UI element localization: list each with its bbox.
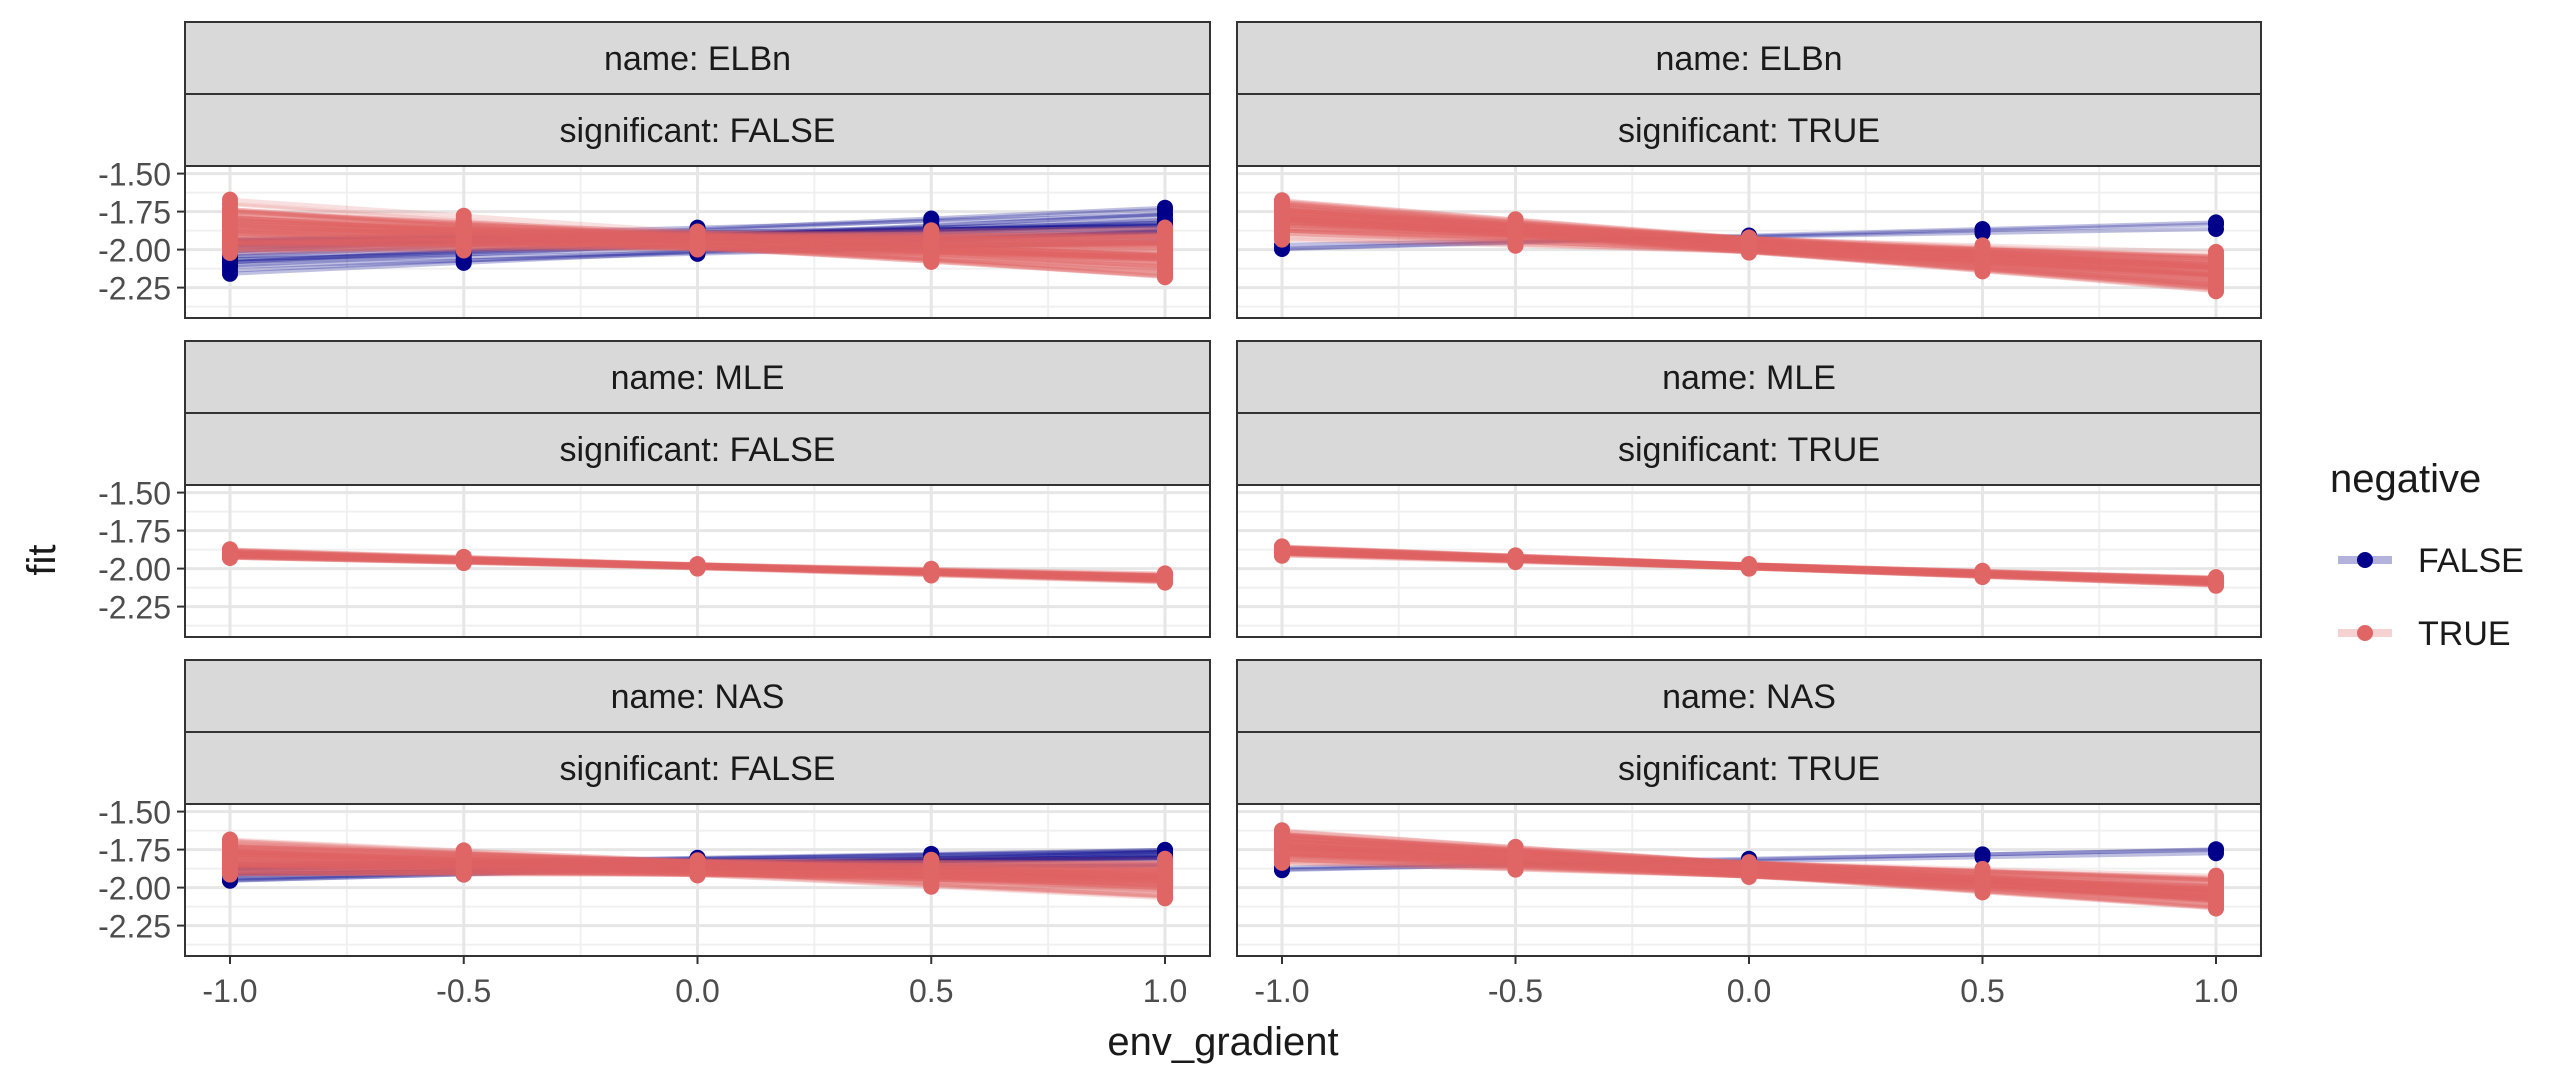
y-tick-label: -2.25: [98, 909, 171, 945]
data-point-true: [1508, 549, 1524, 565]
facet-significant-label: significant: FALSE: [560, 750, 836, 788]
facet-name-label: name: ELBn: [604, 40, 791, 78]
y-tick-label: -2.00: [98, 871, 171, 907]
data-point-true: [2208, 254, 2224, 270]
data-point-true: [923, 865, 939, 881]
x-tick-label: -0.5: [1488, 973, 1543, 1009]
data-point-true: [1157, 261, 1173, 277]
legend-key-point: [2357, 625, 2373, 641]
data-point-true: [1508, 227, 1524, 243]
y-tick-label: -1.50: [98, 476, 171, 512]
data-point-true: [690, 559, 706, 575]
data-point-true: [1157, 246, 1173, 262]
data-point-true: [1741, 866, 1757, 882]
data-point-true: [1157, 226, 1173, 242]
data-point-true: [456, 554, 472, 570]
x-tick-label: -0.5: [436, 973, 491, 1009]
x-tick-label: 0.5: [909, 973, 953, 1009]
data-point-false: [2208, 845, 2224, 861]
y-tick-label: -1.75: [98, 833, 171, 869]
y-tick-label: -1.50: [98, 157, 171, 193]
facet-significant-label: significant: TRUE: [1618, 431, 1880, 469]
x-tick-label: -1.0: [202, 973, 257, 1009]
y-tick-label: -2.00: [98, 552, 171, 588]
y-tick-label: -2.25: [98, 590, 171, 626]
data-point-true: [690, 865, 706, 881]
y-tick-label: -1.50: [98, 795, 171, 831]
facet-significant-label: significant: TRUE: [1618, 112, 1880, 150]
facet-name-label: name: ELBn: [1655, 40, 1842, 78]
data-point-true: [1741, 558, 1757, 574]
x-tick-label: 1.0: [1143, 973, 1187, 1009]
data-point-true: [923, 250, 939, 266]
facet-significant-label: significant: TRUE: [1618, 750, 1880, 788]
data-point-true: [456, 230, 472, 246]
facet-name-label: name: NAS: [1662, 678, 1836, 716]
x-tick-label: 1.0: [2194, 973, 2238, 1009]
data-point-true: [222, 864, 238, 880]
data-point-true: [222, 220, 238, 236]
legend-title: negative: [2330, 457, 2481, 501]
data-point-true: [456, 864, 472, 880]
data-point-true: [1274, 833, 1290, 849]
data-point-true: [690, 240, 706, 256]
y-tick-label: -1.75: [98, 195, 171, 231]
facet-name-label: name: MLE: [1662, 359, 1836, 397]
facet-significant-label: significant: FALSE: [560, 431, 836, 469]
y-axis-title: fit: [20, 544, 64, 575]
legend-label: TRUE: [2418, 615, 2511, 653]
data-point-true: [1741, 236, 1757, 252]
x-tick-label: -1.0: [1254, 973, 1309, 1009]
facet-name-label: name: NAS: [611, 678, 785, 716]
x-tick-label: 0.5: [1960, 973, 2004, 1009]
data-point-true: [1274, 218, 1290, 234]
y-tick-label: -2.25: [98, 271, 171, 307]
x-axis-title: env_gradient: [1107, 1020, 1338, 1064]
data-point-true: [456, 850, 472, 866]
data-point-true: [1508, 850, 1524, 866]
data-point-true: [1274, 540, 1290, 556]
data-point-true: [222, 844, 238, 860]
data-point-true: [1975, 245, 1991, 261]
data-point-true: [2208, 576, 2224, 592]
data-point-true: [2208, 899, 2224, 915]
data-point-true: [923, 564, 939, 580]
facet-significant-label: significant: FALSE: [560, 112, 836, 150]
data-point-false: [2208, 216, 2224, 232]
data-point-true: [1157, 568, 1173, 584]
x-tick-label: 0.0: [1727, 973, 1771, 1009]
facet-name-label: name: MLE: [611, 359, 785, 397]
y-tick-label: -1.75: [98, 514, 171, 550]
legend-key-point: [2357, 552, 2373, 568]
data-point-false: [1975, 222, 1991, 238]
data-point-true: [1157, 866, 1173, 882]
x-tick-label: 0.0: [675, 973, 719, 1009]
y-tick-label: -2.00: [98, 233, 171, 269]
data-point-true: [222, 549, 238, 565]
data-point-true: [1975, 567, 1991, 583]
data-point-true: [1975, 883, 1991, 899]
legend-label: FALSE: [2418, 542, 2524, 580]
